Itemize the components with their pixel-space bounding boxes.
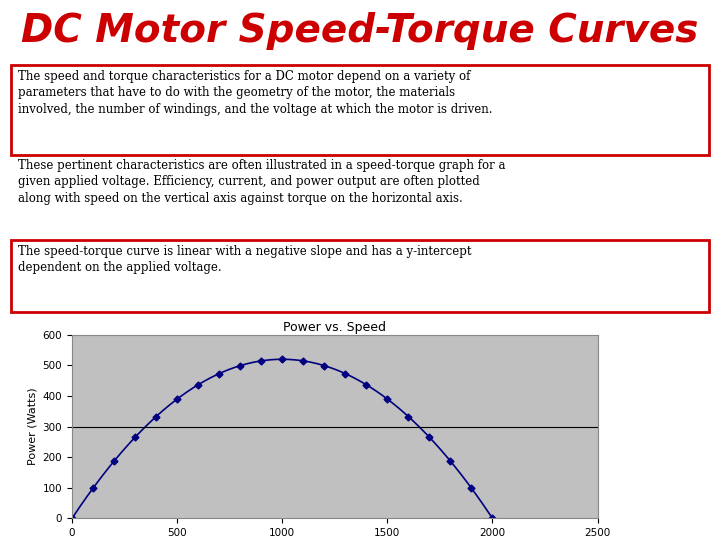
Title: Power vs. Speed: Power vs. Speed <box>283 321 387 334</box>
Text: The speed-torque curve is linear with a negative slope and has a y-intercept
dep: The speed-torque curve is linear with a … <box>18 245 472 274</box>
FancyBboxPatch shape <box>11 65 709 155</box>
Text: The speed and torque characteristics for a DC motor depend on a variety of
param: The speed and torque characteristics for… <box>18 70 492 116</box>
Text: DC Motor Speed-Torque Curves: DC Motor Speed-Torque Curves <box>22 12 698 50</box>
FancyBboxPatch shape <box>11 240 709 312</box>
Text: These pertinent characteristics are often illustrated in a speed-torque graph fo: These pertinent characteristics are ofte… <box>18 159 505 205</box>
Y-axis label: Power (Watts): Power (Watts) <box>27 388 37 465</box>
